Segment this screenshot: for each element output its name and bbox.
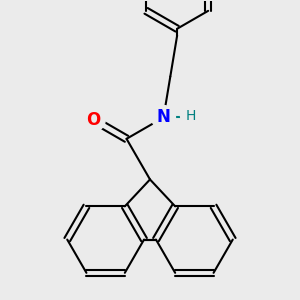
Text: H: H (186, 109, 196, 123)
Circle shape (181, 106, 201, 126)
Circle shape (81, 108, 105, 132)
Circle shape (152, 106, 176, 129)
Text: N: N (157, 109, 170, 127)
Text: O: O (86, 111, 100, 129)
